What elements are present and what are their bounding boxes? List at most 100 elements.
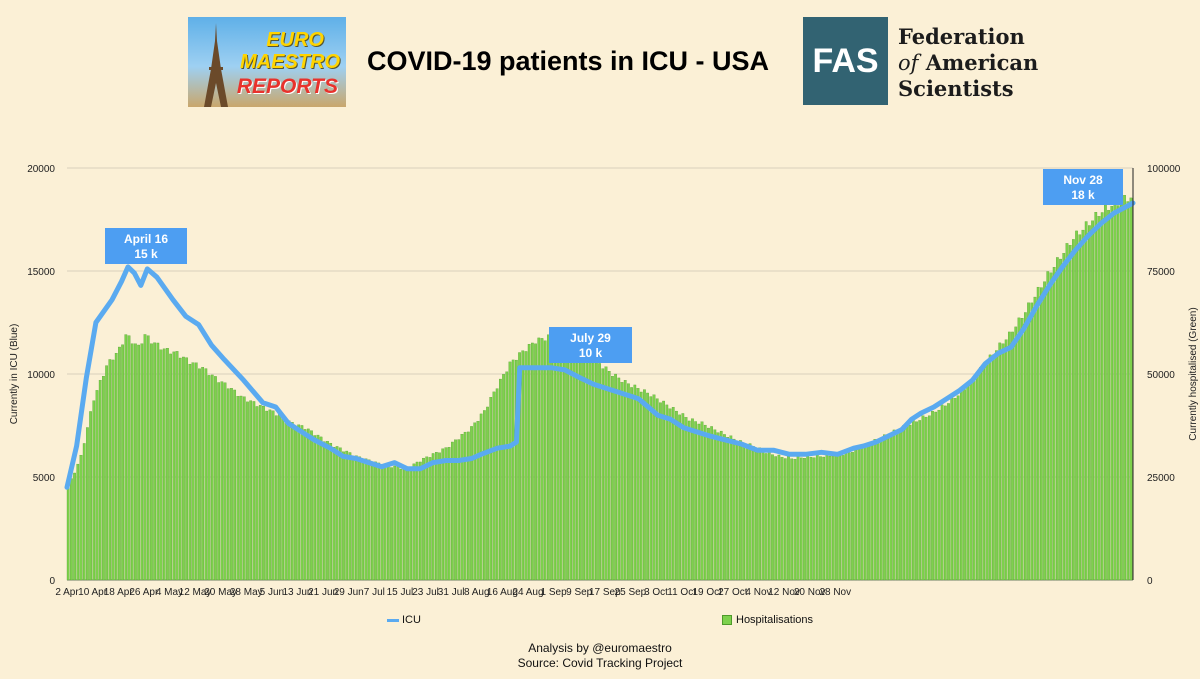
hosp-bar (191, 362, 195, 581)
hosp-bar (476, 421, 480, 581)
hosp-bar (777, 454, 781, 581)
hosp-bar (338, 447, 342, 581)
hosp-bar (198, 368, 201, 581)
hosp-bar (230, 388, 233, 581)
hosp-bar (422, 457, 425, 581)
hosp-bar (137, 344, 140, 581)
hosp-bar (95, 390, 99, 581)
hosp-bar (521, 350, 525, 581)
hosp-bar (873, 439, 877, 581)
hosp-bar (905, 426, 909, 581)
x-tick-label: 27 Oct (718, 587, 748, 598)
hosp-bar (633, 384, 637, 581)
hosp-bar (483, 410, 486, 581)
hosp-bar (1043, 281, 1046, 581)
hosp-bar (1113, 199, 1117, 581)
x-tick-label: 29 Jun (334, 587, 364, 598)
hosp-bar (473, 422, 477, 581)
hosp-bar (934, 411, 938, 581)
hosp-bar (524, 351, 528, 581)
x-tick-label: 16 Aug (487, 587, 518, 598)
hosp-bar (1059, 258, 1062, 581)
hosp-bar (617, 377, 621, 581)
hosp-bar (319, 436, 323, 581)
callout-box (105, 228, 187, 264)
hosp-bar (306, 428, 310, 581)
hosp-bar (841, 455, 845, 581)
hosp-bar (271, 410, 275, 581)
hosp-bar (242, 396, 246, 581)
x-tick-label: 20 May (204, 587, 237, 598)
fas-logo: FAS (803, 17, 888, 105)
hosp-bar (450, 441, 454, 581)
hosp-bar (380, 465, 384, 581)
hosp-bar (358, 456, 361, 581)
hosp-bar (553, 343, 557, 581)
hosp-bar (985, 362, 989, 581)
hosp-bar (162, 348, 166, 581)
hosp-bar (569, 347, 573, 581)
y-right-tick-label: 25000 (1147, 473, 1175, 484)
fas-name-american: American (925, 50, 1039, 75)
callout-value: 18 k (1071, 188, 1095, 202)
hosp-bar (220, 381, 224, 581)
hosp-bar (1052, 267, 1056, 581)
hosp-bar (735, 441, 739, 581)
hosp-bar (495, 388, 499, 581)
hosp-bar (386, 464, 390, 581)
hosp-bar (799, 457, 803, 581)
hosp-bar (489, 397, 493, 581)
hosp-bar (550, 338, 553, 581)
hosp-bar (854, 448, 858, 581)
hosp-bar (335, 446, 339, 581)
callout-date: Nov 28 (1063, 173, 1103, 187)
x-tick-label: 13 Jun (282, 587, 312, 598)
hosp-bar (1129, 197, 1133, 581)
hosp-bar (979, 367, 982, 581)
hosp-bar (700, 421, 704, 581)
x-tick-label: 26 Apr (129, 587, 159, 598)
hosp-bar (566, 344, 569, 581)
hosp-bar (614, 373, 617, 581)
hosp-bar (438, 452, 441, 581)
hosp-bar (1001, 343, 1005, 581)
footer-analysis: Analysis by @euromaestro (528, 641, 672, 655)
hosp-bar (201, 367, 205, 581)
hosp-bar (1126, 201, 1130, 581)
x-tick-label: 25 Sep (615, 587, 647, 598)
hosp-bar (886, 435, 890, 581)
hosp-bar (774, 456, 778, 581)
page-title: COVID-19 patients in ICU - USA (367, 46, 770, 76)
hosp-bar (806, 455, 810, 581)
hosp-bar (975, 375, 979, 581)
hosp-bar (1107, 210, 1110, 581)
hosp-bar (1027, 302, 1030, 581)
hosp-bar (204, 368, 208, 581)
hosp-bar (723, 434, 726, 581)
hosp-bar (98, 380, 102, 581)
hosp-bar (598, 363, 601, 581)
hosp-bar (246, 401, 249, 581)
hosp-bar (124, 334, 128, 581)
hosp-bar (332, 447, 336, 581)
hosp-bar (463, 431, 467, 581)
hosp-bar (601, 368, 605, 581)
hosp-bar (627, 383, 630, 581)
footer-source: Source: Covid Tracking Project (517, 656, 683, 670)
hosp-bar (239, 395, 243, 581)
hosp-bar (540, 338, 544, 581)
hosp-bar (713, 429, 717, 581)
hosp-bar (927, 415, 931, 581)
hosp-bar (575, 348, 579, 581)
hosp-bar (726, 437, 729, 581)
hosp-bar (1104, 204, 1107, 581)
y-left-tick-label: 20000 (27, 164, 55, 175)
hosp-bar (354, 455, 358, 581)
hosp-bar (1094, 212, 1098, 581)
hosp-bar (604, 366, 608, 581)
hosp-bar (431, 453, 435, 581)
hosp-bar (105, 365, 108, 581)
hosp-bar (1116, 205, 1120, 581)
hosp-bar (1017, 317, 1021, 581)
